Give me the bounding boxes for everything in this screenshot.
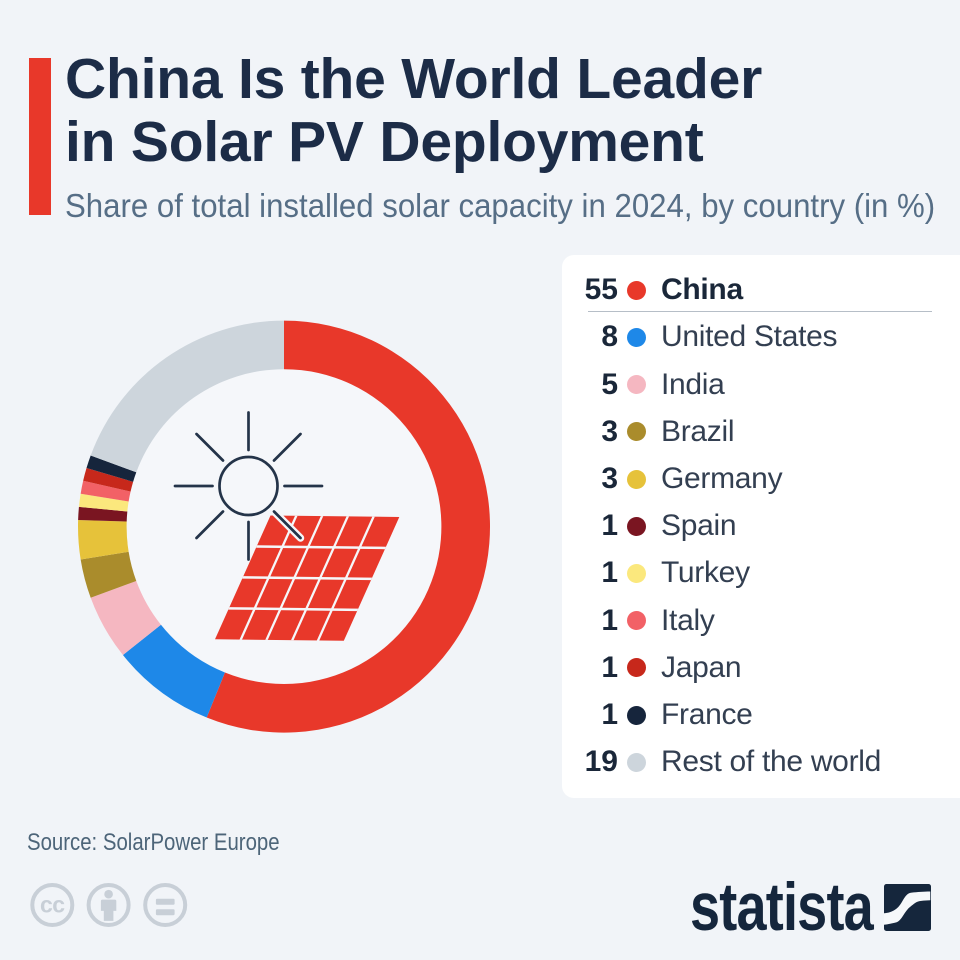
svg-text:cc: cc <box>40 892 65 918</box>
